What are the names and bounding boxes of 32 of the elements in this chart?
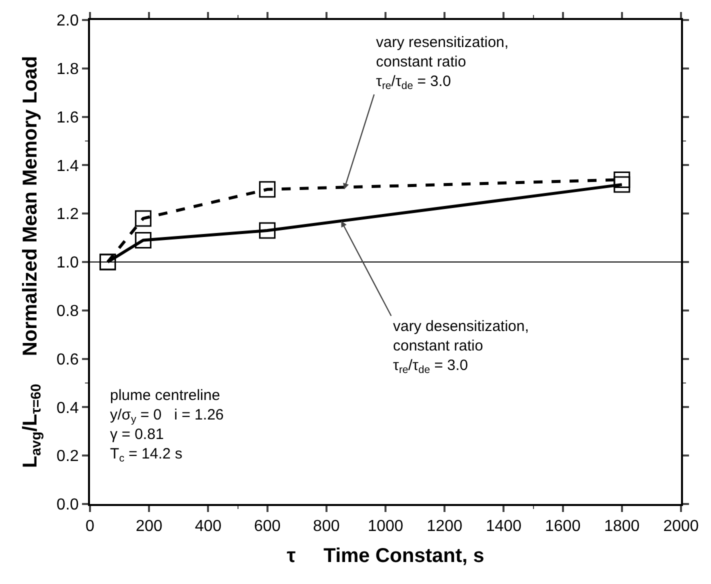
y-tick-label: 0.4 <box>56 400 79 417</box>
point <box>259 222 276 239</box>
y-tick-label: 2.0 <box>56 12 79 30</box>
x-tick-label: 1800 <box>604 518 640 536</box>
x-tick-label: 600 <box>254 518 281 536</box>
y-tick-label: 0.6 <box>56 351 79 368</box>
x-tick-label: 0 <box>86 518 95 536</box>
y-tick-label: 1.6 <box>56 109 79 126</box>
x-tick-label: 1200 <box>426 518 462 536</box>
point <box>614 176 630 193</box>
annotation: vary resensitization, constant ratio τ$_{re}$/τ$_{de}$ = 3.0 <box>376 34 509 92</box>
point <box>134 232 152 248</box>
y-tick-label: 1.4 <box>56 158 79 175</box>
y-tick-label: 1.0 <box>56 254 79 272</box>
x-tick-label: 200 <box>136 518 163 536</box>
point <box>614 171 630 188</box>
y-tick-label: 1.8 <box>56 61 79 78</box>
point <box>259 181 276 198</box>
x-tick-label: 800 <box>313 518 340 536</box>
x-tick-label: 1400 <box>486 518 522 536</box>
annotation: vary desensitization, constant ratio τ$_{re}$/τ$_{de}$ = 3.0 <box>393 318 529 376</box>
x-tick-label: 400 <box>194 518 222 536</box>
x-axis-title: τ Time Constant, s <box>286 545 484 568</box>
point <box>134 210 152 227</box>
y-tick-label: 0.8 <box>56 303 79 320</box>
x-tick-label: 2000 <box>663 518 699 536</box>
x-tick-label: 1600 <box>545 518 581 536</box>
y-tick-label: 0.2 <box>56 448 79 466</box>
y-tick-label: 1.2 <box>56 206 79 224</box>
y-tick-label: 0.0 <box>56 496 79 514</box>
x-tick-label: 1000 <box>368 518 404 536</box>
annotation: plume centreline y/σ$_{y}$ = 0 i = 1.26 γ = 0.81 T$_{c}$ = 14.2 s <box>110 387 224 465</box>
